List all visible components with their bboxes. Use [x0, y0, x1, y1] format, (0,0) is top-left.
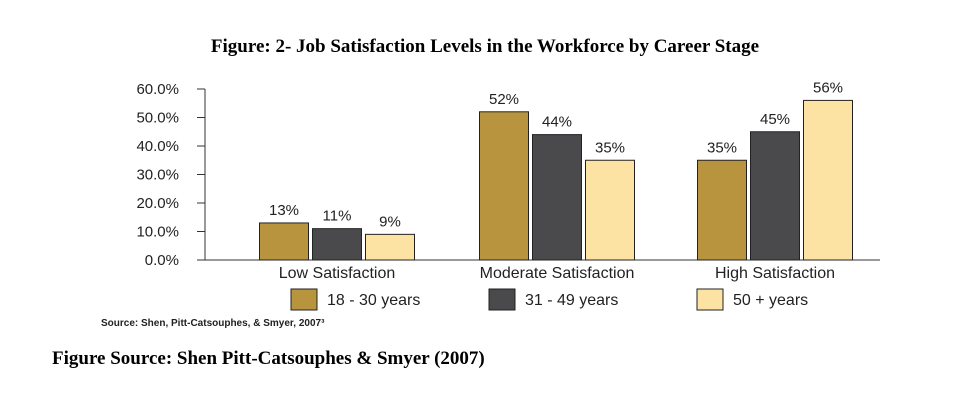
chart-source-note: Source: Shen, Pitt-Catsouphes, & Smyer, …: [101, 318, 325, 329]
legend-label: 50 + years: [733, 292, 808, 309]
y-tick-label: 20.0%: [136, 195, 179, 212]
bar-value-label: 35%: [595, 139, 625, 156]
bar: [585, 159, 635, 261]
legend-swatch: [290, 288, 318, 311]
bar: [259, 222, 309, 261]
bar: [479, 111, 529, 261]
bar-value-label: 52%: [489, 91, 519, 108]
bar-value-label: 45%: [760, 111, 790, 128]
bar-value-label: 44%: [542, 114, 572, 131]
y-tick-label: 40.0%: [136, 138, 179, 155]
bar: [750, 131, 800, 261]
y-tick-label: 50.0%: [136, 110, 179, 127]
bar-value-label: 9%: [379, 213, 401, 230]
bar: [697, 159, 747, 261]
bar-value-label: 11%: [323, 208, 352, 225]
legend-swatch: [696, 288, 724, 311]
bar-value-label: 56%: [813, 79, 843, 96]
category-label: Low Satisfaction: [279, 265, 396, 282]
legend: 18 - 30 years 31 - 49 years 50 + years: [290, 288, 808, 311]
bar-series: 13% 11% 9% 52% 44% 35% 35% 45% 56%: [259, 79, 853, 261]
y-tick-label: 60.0%: [136, 81, 179, 98]
bar: [532, 134, 582, 261]
y-tick-label: 0.0%: [145, 252, 179, 269]
bar-value-label: 35%: [707, 139, 737, 156]
legend-label: 31 - 49 years: [525, 292, 618, 309]
y-axis-ticks: 0.0% 10.0% 20.0% 30.0% 40.0% 50.0% 60.0%: [136, 81, 205, 269]
figure-title: Figure: 2- Job Satisfaction Levels in th…: [210, 36, 760, 57]
category-labels: Low Satisfaction Moderate Satisfaction Hig…: [279, 265, 835, 282]
category-label: Moderate Satisfaction: [480, 265, 635, 282]
bar-value-label: 13%: [269, 202, 299, 219]
legend-swatch: [488, 288, 516, 311]
legend-label: 18 - 30 years: [327, 292, 420, 309]
bar: [365, 233, 415, 261]
y-tick-label: 30.0%: [136, 167, 179, 184]
bar: [803, 99, 853, 261]
category-label: High Satisfaction: [715, 265, 835, 282]
figure-source: Figure Source: Shen Pitt-Catsouphes & Sm…: [52, 348, 485, 369]
bar: [312, 228, 362, 261]
y-tick-label: 10.0%: [136, 224, 179, 241]
